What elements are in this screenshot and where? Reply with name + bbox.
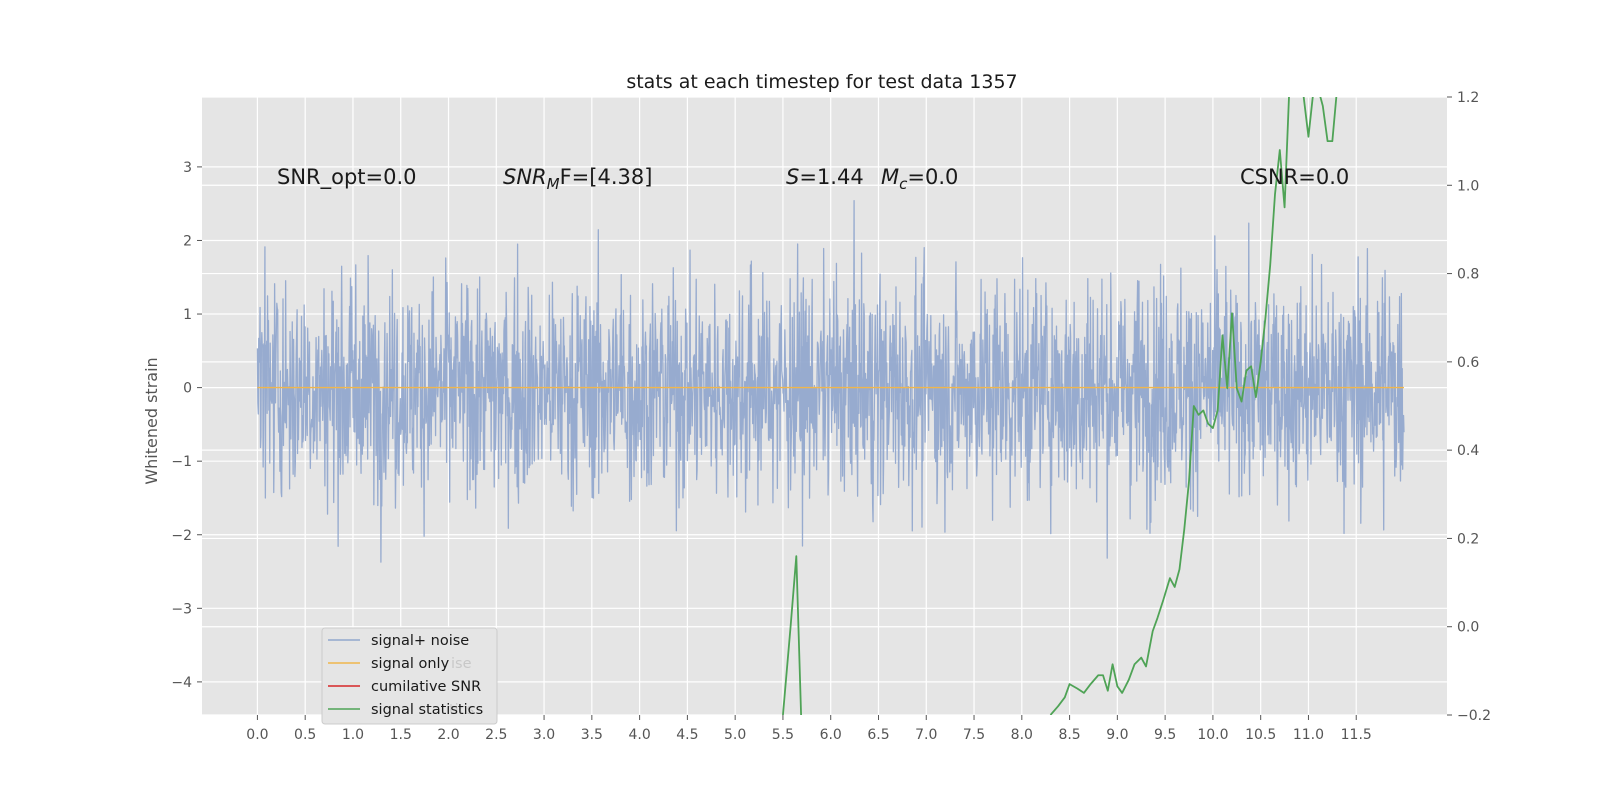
x-tick-label: 6.0 — [820, 727, 842, 743]
y2-tick-label: 0.2 — [1457, 531, 1479, 547]
y-tick-label: 0 — [183, 381, 192, 397]
annotation-s: S=1.44 — [786, 165, 864, 189]
snr-mf-value: F=[4.38] — [560, 165, 653, 189]
legend: ise tics signal+ noise signal only cumil… — [321, 627, 498, 725]
y-tick-label: 2 — [183, 233, 192, 249]
x-tick-label: 3.0 — [533, 727, 555, 743]
x-tick-label: 3.5 — [581, 727, 603, 743]
y2-tick-label: −0.2 — [1457, 708, 1491, 724]
y2-tick-label: 1.0 — [1457, 178, 1479, 194]
x-tick-label: 5.5 — [772, 727, 794, 743]
annotation-mc: Mc=0.0 — [881, 165, 958, 193]
legend-ghost-1: ise — [451, 656, 472, 672]
mc-symbol: M — [881, 165, 899, 189]
x-tick-label: 1.5 — [390, 727, 412, 743]
x-tick-label: 4.5 — [676, 727, 698, 743]
x-tick-label: 0.5 — [294, 727, 316, 743]
y2-tick-label: 0.8 — [1457, 267, 1479, 283]
y-axis-ticks: 3 2 1 0 −1 −2 −3 −4 — [171, 160, 202, 691]
signal-statistics-segment — [1049, 97, 1338, 715]
y2-tick-label: 0.4 — [1457, 443, 1479, 459]
chart-title: stats at each timestep for test data 135… — [626, 71, 1017, 93]
x-tick-label: 10.0 — [1197, 727, 1228, 743]
x-tick-label: 2.0 — [437, 727, 459, 743]
x-tick-label: 5.0 — [724, 727, 746, 743]
x-tick-label: 6.5 — [867, 727, 889, 743]
snr-mf-symbol: SNR — [503, 165, 547, 189]
legend-label-signal-statistics: signal statistics — [371, 702, 483, 718]
x-tick-label: 0.0 — [246, 727, 268, 743]
legend-label-cumulative-snr: cumilative SNR — [371, 679, 481, 695]
series-signal-plus-noise — [256, 200, 1405, 563]
annotation-csnr: CSNR=0.0 — [1240, 165, 1349, 189]
legend-ghost-2: tics — [449, 702, 474, 718]
series-signal-statistics — [782, 97, 1338, 715]
legend-label-signal-only: signal only — [371, 656, 450, 672]
y-tick-label: −4 — [171, 675, 192, 691]
y-axis-label: Whitened strain — [142, 357, 161, 484]
s-symbol: S — [786, 165, 799, 189]
x-tick-label: 7.5 — [963, 727, 985, 743]
y2-tick-label: 0.0 — [1457, 620, 1479, 636]
y-tick-label: −2 — [171, 528, 192, 544]
legend-label-signal-plus-noise: signal+ noise — [371, 633, 469, 649]
x-tick-label: 7.0 — [915, 727, 937, 743]
x-tick-label: 10.5 — [1245, 727, 1276, 743]
annotation-snr-opt: SNR_opt=0.0 — [277, 165, 417, 190]
y-tick-label: 3 — [183, 160, 192, 176]
y2-tick-label: 1.2 — [1457, 90, 1479, 106]
x-tick-label: 11.0 — [1293, 727, 1324, 743]
x-tick-label: 2.5 — [485, 727, 507, 743]
x-tick-label: 9.0 — [1106, 727, 1128, 743]
snr-mf-subscript: M — [547, 175, 560, 193]
mc-value: =0.0 — [907, 165, 958, 189]
x-tick-label: 9.5 — [1154, 727, 1176, 743]
x-tick-label: 4.0 — [628, 727, 650, 743]
s-value: =1.44 — [799, 165, 863, 189]
y-tick-label: 1 — [183, 307, 192, 323]
y2-axis-ticks: 1.2 1.0 0.8 0.6 0.4 0.2 0.0 −0.2 — [1447, 90, 1491, 724]
y-tick-label: −3 — [171, 601, 192, 617]
y-tick-label: −1 — [171, 454, 192, 470]
x-tick-label: 1.0 — [342, 727, 364, 743]
mc-subscript: c — [899, 175, 908, 193]
legend-box — [321, 627, 498, 725]
annotation-snr-mf: SNRMF=[4.38] — [503, 165, 652, 193]
signal-statistics-segment — [782, 555, 802, 715]
x-tick-label: 11.5 — [1341, 727, 1372, 743]
x-axis-ticks: 0.0 0.5 1.0 1.5 2.0 2.5 3.0 3.5 4.0 4.5 5.0 5.5 6.0 6… — [246, 715, 1372, 743]
x-tick-label: 8.0 — [1011, 727, 1033, 743]
y2-tick-label: 0.6 — [1457, 355, 1479, 371]
x-tick-label: 8.5 — [1058, 727, 1080, 743]
